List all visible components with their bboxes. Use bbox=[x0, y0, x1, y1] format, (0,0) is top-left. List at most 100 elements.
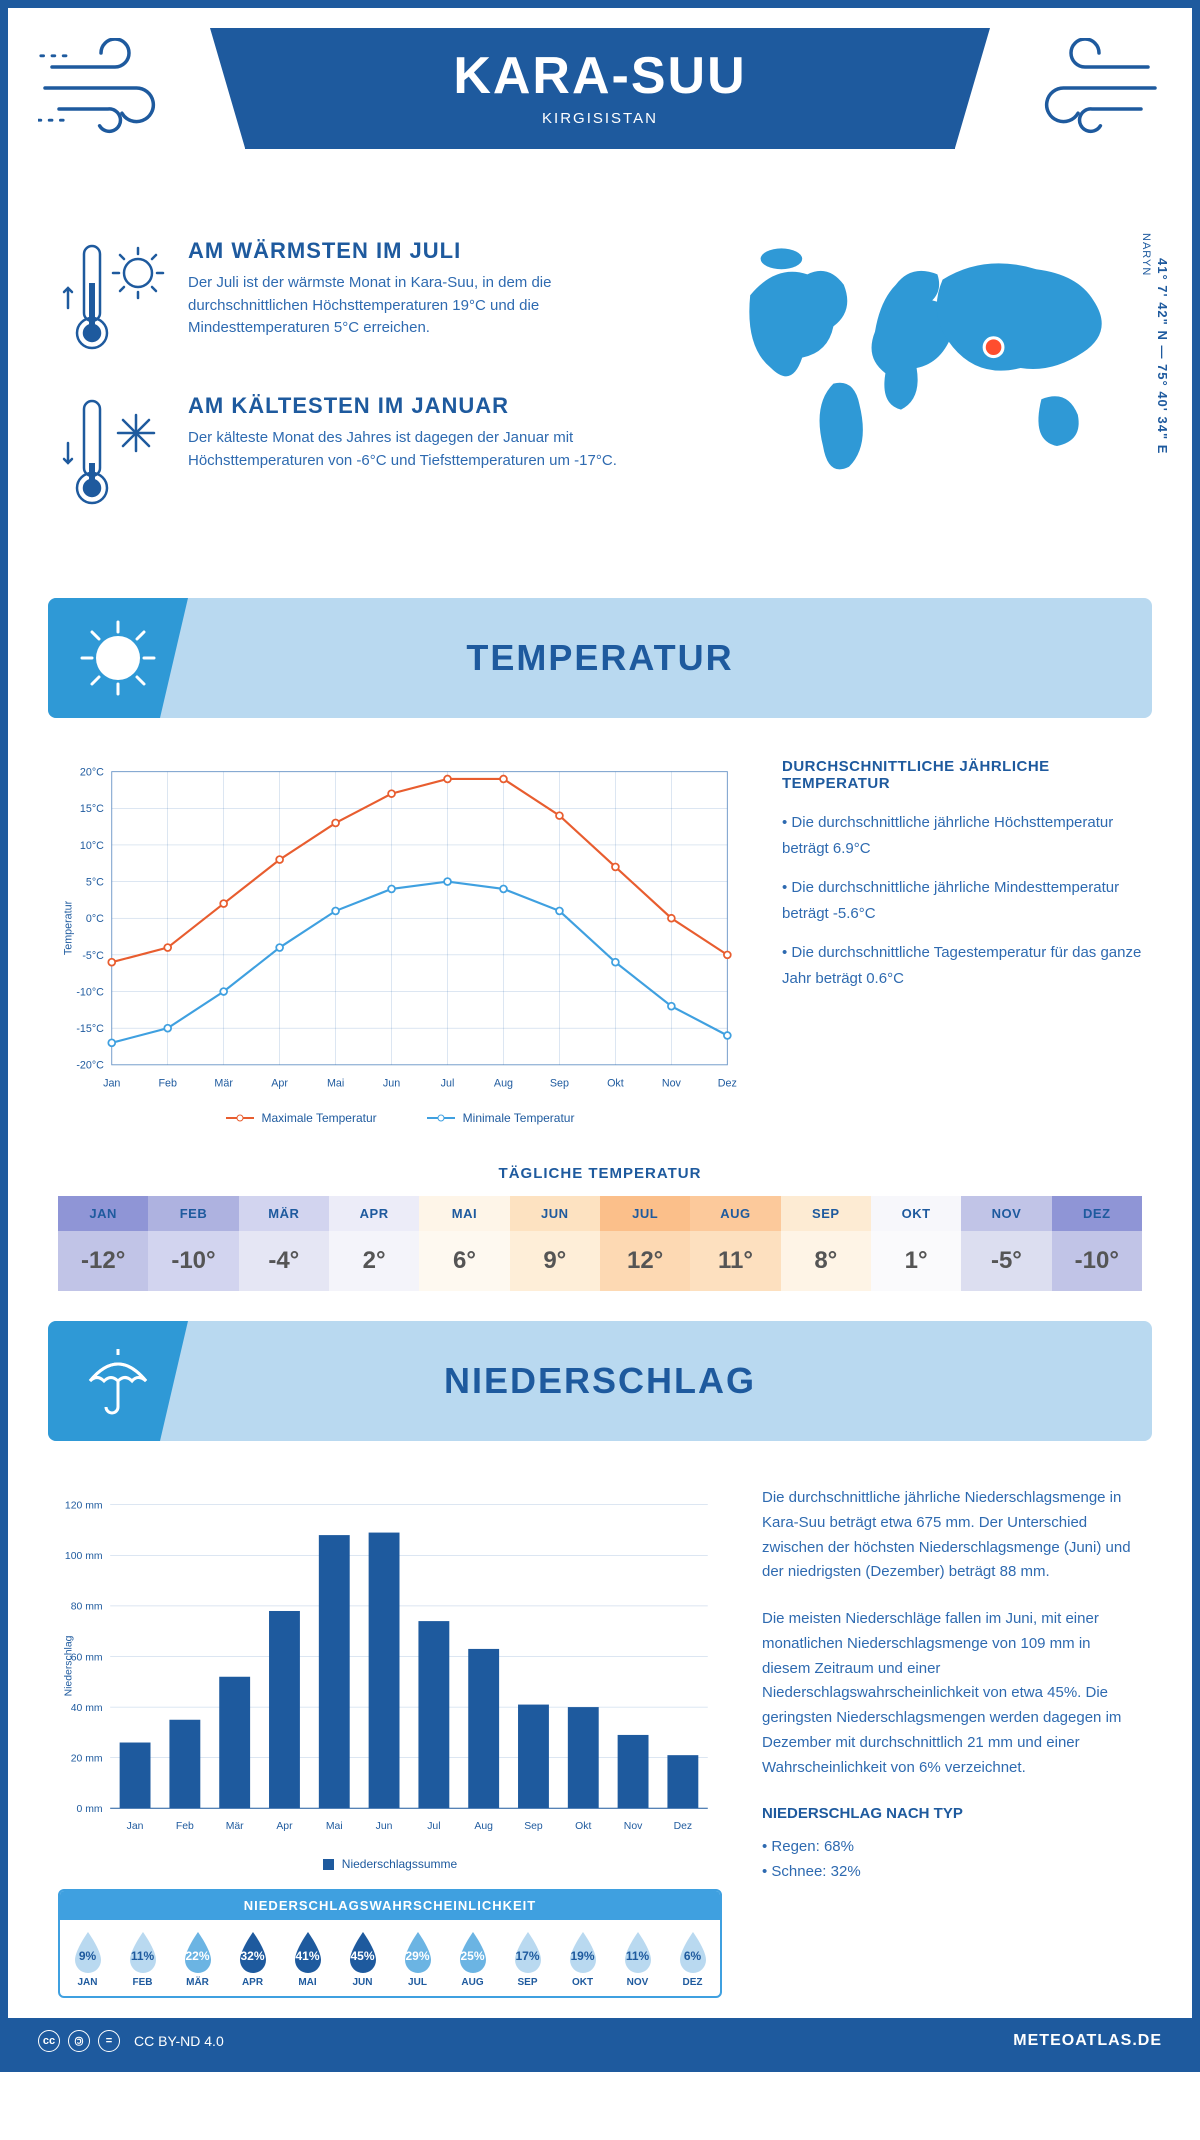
coldest-body: Der kälteste Monat des Jahres ist dagege… bbox=[188, 427, 672, 472]
coldest-heading: AM KÄLTESTEN IM JANUAR bbox=[188, 393, 672, 419]
svg-text:Dez: Dez bbox=[674, 1821, 693, 1832]
probability-grid: 9% JAN 11% FEB 22% MÄR 32% APR 41% MAI 4… bbox=[60, 1920, 720, 1996]
precip-type-heading: NIEDERSCHLAG NACH TYP bbox=[762, 1802, 1142, 1827]
infographic-frame: KARA-SUU KIRGISISTAN bbox=[0, 0, 1200, 2072]
probability-cell: 9% JAN bbox=[60, 1920, 115, 1996]
daily-cell: APR 2° bbox=[329, 1196, 419, 1291]
world-map-icon bbox=[712, 238, 1142, 498]
svg-text:Mär: Mär bbox=[226, 1821, 244, 1832]
daily-cell: JAN -12° bbox=[58, 1196, 148, 1291]
svg-text:Jun: Jun bbox=[383, 1077, 400, 1089]
svg-text:Jul: Jul bbox=[427, 1821, 440, 1832]
svg-text:Temperatur: Temperatur bbox=[63, 900, 75, 955]
probability-title: NIEDERSCHLAGSWAHRSCHEINLICHKEIT bbox=[60, 1891, 720, 1920]
precipitation-legend: Niederschlagssumme bbox=[58, 1857, 722, 1871]
probability-cell: 22% MÄR bbox=[170, 1920, 225, 1996]
temperature-title: TEMPERATUR bbox=[188, 637, 1152, 679]
daily-temp-table: JAN -12° FEB -10° MÄR -4° APR 2° MAI 6° … bbox=[58, 1196, 1142, 1291]
svg-text:20 mm: 20 mm bbox=[71, 1753, 103, 1764]
daily-cell: NOV -5° bbox=[961, 1196, 1051, 1291]
license-icons: cc 🄯 = bbox=[38, 2030, 120, 2052]
probability-cell: 11% FEB bbox=[115, 1920, 170, 1996]
svg-text:Nov: Nov bbox=[624, 1821, 643, 1832]
precip-p2: Die meisten Niederschläge fallen im Juni… bbox=[762, 1607, 1142, 1780]
daily-cell: JUN 9° bbox=[510, 1196, 600, 1291]
umbrella-icon bbox=[48, 1321, 188, 1441]
svg-text:Okt: Okt bbox=[607, 1077, 624, 1089]
probability-box: NIEDERSCHLAGSWAHRSCHEINLICHKEIT 9% JAN 1… bbox=[58, 1889, 722, 1998]
thermometer-cold-icon bbox=[58, 393, 168, 513]
svg-text:Mai: Mai bbox=[327, 1077, 344, 1089]
svg-text:15°C: 15°C bbox=[80, 803, 104, 815]
footer: cc 🄯 = CC BY-ND 4.0 METEOATLAS.DE bbox=[8, 2018, 1192, 2064]
wind-icon-right bbox=[1022, 38, 1162, 138]
precipitation-section-banner: NIEDERSCHLAG bbox=[48, 1321, 1152, 1441]
precipitation-title: NIEDERSCHLAG bbox=[188, 1360, 1152, 1402]
svg-text:Aug: Aug bbox=[494, 1077, 513, 1089]
svg-text:-20°C: -20°C bbox=[76, 1060, 104, 1072]
precipitation-body: 0 mm20 mm40 mm60 mm80 mm100 mm120 mmJanF… bbox=[8, 1461, 1192, 2018]
temperature-summary: DURCHSCHNITTLICHE JÄHRLICHE TEMPERATUR •… bbox=[782, 758, 1142, 1125]
avg-temp-heading: DURCHSCHNITTLICHE JÄHRLICHE TEMPERATUR bbox=[782, 758, 1142, 792]
svg-text:Aug: Aug bbox=[474, 1821, 493, 1832]
svg-text:20°C: 20°C bbox=[80, 767, 104, 779]
svg-text:Mär: Mär bbox=[214, 1077, 233, 1089]
svg-text:10°C: 10°C bbox=[80, 840, 104, 852]
svg-text:Feb: Feb bbox=[158, 1077, 177, 1089]
cc-icon: cc bbox=[38, 2030, 60, 2052]
daily-cell: MAI 6° bbox=[419, 1196, 509, 1291]
temperature-section-banner: TEMPERATUR bbox=[48, 598, 1152, 718]
svg-text:80 mm: 80 mm bbox=[71, 1602, 103, 1613]
svg-text:Okt: Okt bbox=[575, 1821, 591, 1832]
svg-text:Niederschlag: Niederschlag bbox=[63, 1635, 74, 1696]
precip-type-snow: • Schnee: 32% bbox=[762, 1860, 1142, 1885]
intro-left: AM WÄRMSTEN IM JULI Der Juli ist der wär… bbox=[58, 238, 672, 548]
precip-p1: Die durchschnittliche jährliche Niedersc… bbox=[762, 1486, 1142, 1585]
probability-cell: 11% NOV bbox=[610, 1920, 665, 1996]
license-label: CC BY-ND 4.0 bbox=[134, 2033, 224, 2049]
svg-text:Jan: Jan bbox=[127, 1821, 144, 1832]
thermometer-hot-icon bbox=[58, 238, 168, 358]
svg-text:Jun: Jun bbox=[376, 1821, 393, 1832]
probability-cell: 19% OKT bbox=[555, 1920, 610, 1996]
svg-text:-5°C: -5°C bbox=[82, 950, 104, 962]
svg-text:Mai: Mai bbox=[326, 1821, 343, 1832]
svg-text:-10°C: -10°C bbox=[76, 986, 104, 998]
temperature-line-chart: -20°C-15°C-10°C-5°C0°C5°C10°C15°C20°CJan… bbox=[58, 758, 742, 1098]
temperature-legend: Maximale Temperatur Minimale Temperatur bbox=[58, 1111, 742, 1125]
avg-temp-b1: • Die durchschnittliche jährliche Höchst… bbox=[782, 810, 1142, 861]
svg-text:Feb: Feb bbox=[176, 1821, 194, 1832]
probability-cell: 6% DEZ bbox=[665, 1920, 720, 1996]
header: KARA-SUU KIRGISISTAN bbox=[8, 8, 1192, 228]
svg-text:100 mm: 100 mm bbox=[65, 1551, 103, 1562]
warmest-block: AM WÄRMSTEN IM JULI Der Juli ist der wär… bbox=[58, 238, 672, 358]
nd-icon: = bbox=[98, 2030, 120, 2052]
probability-cell: 25% AUG bbox=[445, 1920, 500, 1996]
avg-temp-b3: • Die durchschnittliche Tagestemperatur … bbox=[782, 940, 1142, 991]
brand-label: METEOATLAS.DE bbox=[1013, 2032, 1162, 2050]
daily-cell: FEB -10° bbox=[148, 1196, 238, 1291]
daily-cell: DEZ -10° bbox=[1052, 1196, 1142, 1291]
svg-text:Sep: Sep bbox=[524, 1821, 543, 1832]
wind-icon-left bbox=[38, 38, 178, 138]
precipitation-chart-zone: 0 mm20 mm40 mm60 mm80 mm100 mm120 mmJanF… bbox=[58, 1486, 722, 1998]
country-subtitle: KIRGISISTAN bbox=[275, 110, 925, 127]
svg-text:5°C: 5°C bbox=[86, 876, 104, 888]
intro-row: AM WÄRMSTEN IM JULI Der Juli ist der wär… bbox=[8, 228, 1192, 578]
header-banner: KARA-SUU KIRGISISTAN bbox=[245, 28, 955, 149]
daily-cell: JUL 12° bbox=[600, 1196, 690, 1291]
daily-cell: AUG 11° bbox=[690, 1196, 780, 1291]
svg-text:Dez: Dez bbox=[718, 1077, 737, 1089]
precipitation-summary: Die durchschnittliche jährliche Niedersc… bbox=[762, 1486, 1142, 1998]
coordinates-label: 41° 7' 42" N — 75° 40' 34" E bbox=[1155, 258, 1170, 454]
warmest-heading: AM WÄRMSTEN IM JULI bbox=[188, 238, 672, 264]
svg-text:0 mm: 0 mm bbox=[77, 1804, 103, 1815]
svg-text:Jul: Jul bbox=[441, 1077, 455, 1089]
avg-temp-b2: • Die durchschnittliche jährliche Mindes… bbox=[782, 875, 1142, 926]
coldest-block: AM KÄLTESTEN IM JANUAR Der kälteste Mona… bbox=[58, 393, 672, 513]
svg-text:120 mm: 120 mm bbox=[65, 1501, 103, 1512]
svg-text:Nov: Nov bbox=[662, 1077, 682, 1089]
svg-text:Apr: Apr bbox=[276, 1821, 293, 1832]
svg-text:-15°C: -15°C bbox=[76, 1023, 104, 1035]
world-map-box: NARYN 41° 7' 42" N — 75° 40' 34" E bbox=[712, 238, 1142, 548]
